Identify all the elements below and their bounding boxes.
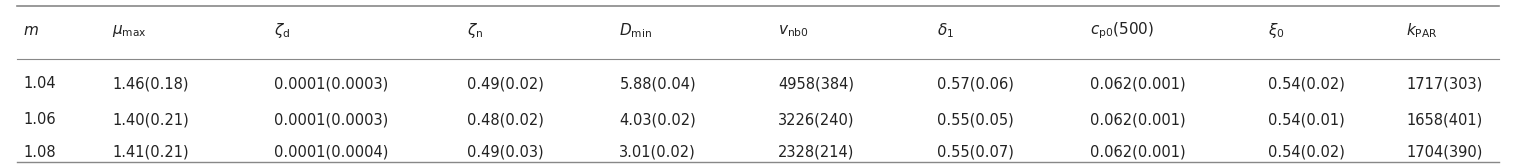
Text: 1.08: 1.08 [23,145,56,160]
Text: $\xi_{0}$: $\xi_{0}$ [1269,21,1286,40]
Text: 0.54(0.02): 0.54(0.02) [1269,76,1345,91]
Text: 0.0001(0.0004): 0.0001(0.0004) [274,145,388,160]
Text: 4958(384): 4958(384) [778,76,855,91]
Text: 4.03(0.02): 4.03(0.02) [620,112,696,127]
Text: 1.40(0.21): 1.40(0.21) [112,112,190,127]
Text: 0.57(0.06): 0.57(0.06) [937,76,1013,91]
Text: 0.54(0.01): 0.54(0.01) [1269,112,1345,127]
Text: 0.0001(0.0003): 0.0001(0.0003) [274,112,388,127]
Text: 1704(390): 1704(390) [1407,145,1483,160]
Text: 0.062(0.001): 0.062(0.001) [1090,76,1186,91]
Text: 1.04: 1.04 [23,76,56,91]
Text: 3.01(0.02): 3.01(0.02) [620,145,696,160]
Text: $D_{\mathrm{min}}$: $D_{\mathrm{min}}$ [620,22,652,40]
Text: 0.48(0.02): 0.48(0.02) [467,112,544,127]
Text: 1.41(0.21): 1.41(0.21) [112,145,190,160]
Text: 0.55(0.05): 0.55(0.05) [937,112,1013,127]
Text: 1658(401): 1658(401) [1407,112,1483,127]
Text: $\zeta_{\mathrm{n}}$: $\zeta_{\mathrm{n}}$ [467,21,484,40]
Text: $k_{\mathrm{PAR}}$: $k_{\mathrm{PAR}}$ [1407,22,1437,40]
Text: 0.062(0.001): 0.062(0.001) [1090,112,1186,127]
Text: $\mu_{\mathrm{max}}$: $\mu_{\mathrm{max}}$ [112,23,147,39]
Text: 1.46(0.18): 1.46(0.18) [112,76,190,91]
Text: 0.0001(0.0003): 0.0001(0.0003) [274,76,388,91]
Text: 0.54(0.02): 0.54(0.02) [1269,145,1345,160]
Text: $\delta_{1}$: $\delta_{1}$ [937,22,954,40]
Text: $\zeta_{\mathrm{d}}$: $\zeta_{\mathrm{d}}$ [274,21,291,40]
Text: $v_{\mathrm{nb0}}$: $v_{\mathrm{nb0}}$ [778,23,810,39]
Text: 0.49(0.02): 0.49(0.02) [467,76,544,91]
Text: 1.06: 1.06 [23,112,56,127]
Text: 3226(240): 3226(240) [778,112,855,127]
Text: 1717(303): 1717(303) [1407,76,1483,91]
Text: 0.49(0.03): 0.49(0.03) [467,145,544,160]
Text: $m$: $m$ [23,23,39,38]
Text: 5.88(0.04): 5.88(0.04) [620,76,696,91]
Text: $c_{\mathrm{p0}}(500)$: $c_{\mathrm{p0}}(500)$ [1090,21,1154,41]
Text: 2328(214): 2328(214) [778,145,855,160]
Text: 0.55(0.07): 0.55(0.07) [937,145,1013,160]
Text: 0.062(0.001): 0.062(0.001) [1090,145,1186,160]
